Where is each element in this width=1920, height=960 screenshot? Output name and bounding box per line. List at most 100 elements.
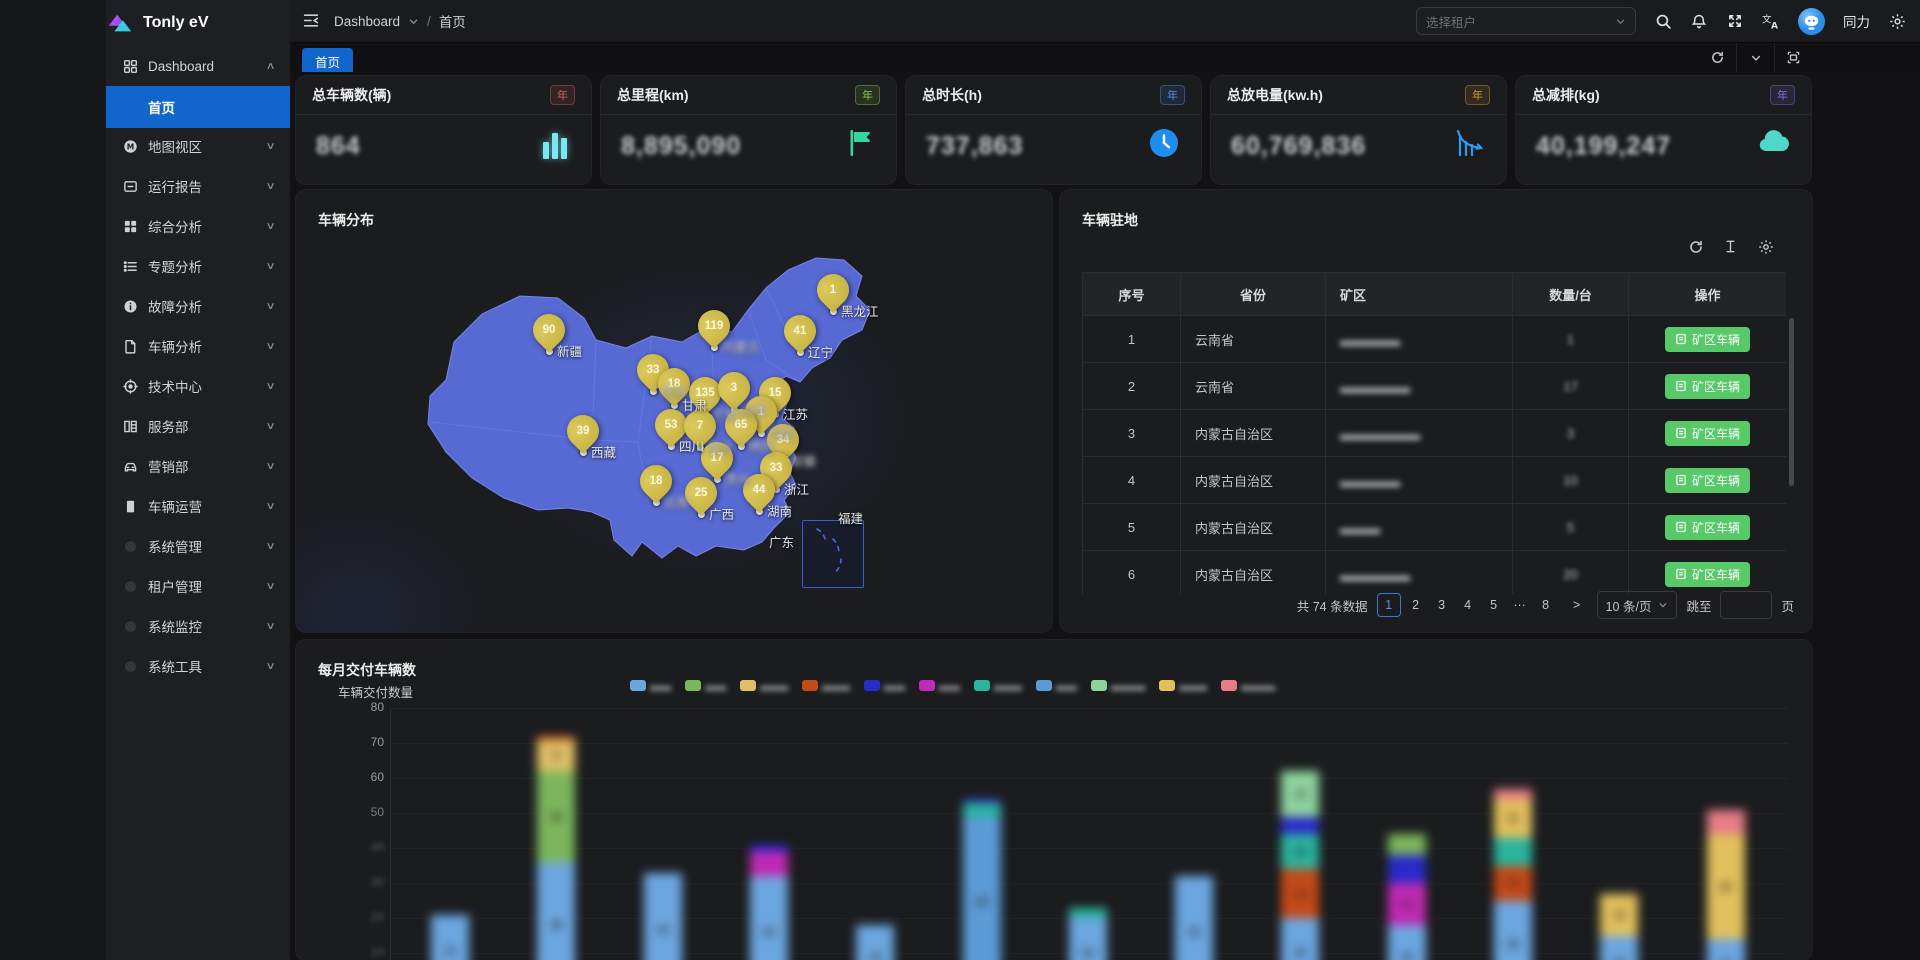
sidebar-item-3[interactable]: 运行报告 ∨ [106,166,290,206]
bar-segment: 18 [1387,925,1426,960]
legend-item-4[interactable]: ▃▃▃ [863,680,905,691]
tenant-select[interactable]: 选择租户 [1416,7,1636,35]
settings-gear-icon[interactable] [1757,238,1774,255]
sidebar-item-label: 车辆分析 [148,340,202,355]
stacked-bar-6[interactable]: 20 [1068,907,1107,960]
next-page-button[interactable]: > [1572,598,1581,612]
cell-mine: ▃▃▃▃▃▃▃▃ [1325,409,1513,457]
legend-item-8[interactable]: ▃▃▃▃▃ [1090,680,1145,691]
stacked-bar-12[interactable]: 1430 [1706,809,1745,960]
legend-item-1[interactable]: ▃▃▃ [685,680,726,691]
table-scrollbar[interactable] [1789,318,1794,486]
kpi-period-badge[interactable]: 年 [1160,85,1185,105]
stacked-bar-11[interactable]: 1512 [1600,893,1639,960]
tech-icon [122,378,138,394]
username[interactable]: 同力 [1843,15,1870,30]
y-tick-label: 80 [370,700,384,714]
bar-segment [749,851,788,876]
stacked-bar-2[interactable]: 33 [643,872,682,960]
kpi-period-badge[interactable]: 年 [855,85,880,105]
legend-item-10[interactable]: ▃▃▃▃▃ [1220,680,1275,691]
legend-item-7[interactable]: ▃▃▃ [1035,680,1077,691]
bar-segment: 25 [1494,900,1532,960]
jump-page-input[interactable] [1720,591,1773,619]
maximize-frame-icon[interactable] [1774,43,1812,72]
fullscreen-expand-icon[interactable] [1726,12,1744,30]
stacked-bar-0[interactable]: 21 [431,914,469,960]
language-translate-icon[interactable]: 文 A [1762,12,1780,31]
breadcrumb-root[interactable]: Dashboard [334,13,401,29]
sidebar-item-10[interactable]: 营销部 ∨ [106,446,290,486]
legend-item-6[interactable]: ▃▃▃▃ [973,680,1022,691]
refresh-icon[interactable] [1687,238,1704,255]
sidebar-item-4[interactable]: 综合分析 ∨ [106,206,290,246]
user-avatar[interactable] [1798,7,1825,35]
legend-label: ▃▃▃▃ [993,680,1022,691]
page-button-8[interactable]: 8 [1542,598,1550,612]
sidebar-item-9[interactable]: 服务部 ∨ [106,406,290,446]
mine-vehicles-button[interactable]: 矿区车辆 [1664,561,1750,587]
y-tick-label: 50 [370,805,384,819]
sidebar-item-12[interactable]: 系统管理 ∨ [106,526,290,566]
chevron-down-icon: ∨ [265,220,276,232]
stacked-bar-4[interactable]: 18 [856,925,895,960]
sidebar-item-6[interactable]: 故障分析 ∨ [106,286,290,326]
stacked-bar-9[interactable]: 18 12 [1387,834,1426,960]
dim-icon [122,538,138,554]
sidebar-item-dashboard[interactable]: Dashboard ∧ [106,46,290,86]
kpi-period-badge[interactable]: 年 [550,85,575,105]
kpi-period-badge[interactable]: 年 [1770,85,1795,105]
sidebar-item-14[interactable]: 系统监控 ∨ [106,606,290,646]
chevron-down-icon[interactable] [1736,43,1774,72]
mine-vehicles-button[interactable]: 矿区车辆 [1664,420,1750,446]
sidebar-item-11[interactable]: 车辆运营 ∨ [106,486,290,526]
mine-vehicles-button[interactable]: 矿区车辆 [1664,514,1750,540]
mine-vehicles-button[interactable]: 矿区车辆 [1664,326,1750,352]
sidebar-item-8[interactable]: 技术中心 ∨ [106,366,290,406]
stacked-bar-10[interactable]: 25 10 11 [1494,788,1532,960]
text-size-icon[interactable] [1722,238,1739,255]
legend-item-9[interactable]: ▃▃▃▃ [1159,680,1207,691]
stacked-bar-7[interactable]: 32 [1175,876,1214,960]
dim-icon [122,618,138,634]
legend-item-2[interactable]: ▃▃▃▃ [740,680,788,691]
legend-label: ▃▃▃▃▃ [1110,680,1145,691]
sidebar-item-1[interactable]: 首页 [106,86,290,128]
stacked-bar-5[interactable]: 49 [962,799,1001,960]
mine-vehicles-button[interactable]: 矿区车辆 [1664,373,1750,399]
brand-logo-icon [106,10,134,36]
bar-segment: 21 [431,914,469,960]
page-button-5[interactable]: 5 [1490,598,1498,612]
stacked-bar-3[interactable]: 32 [749,844,788,960]
page-button-3[interactable]: 3 [1438,598,1446,612]
mine-vehicles-button[interactable]: 矿区车辆 [1664,467,1750,493]
sidebar-item-13[interactable]: 租户管理 ∨ [106,566,290,606]
page-button-4[interactable]: 4 [1464,598,1472,612]
legend-item-3[interactable]: ▃▃▃▃ [801,680,850,691]
dim-icon [122,658,138,674]
sidebar-item-7[interactable]: 车辆分析 ∨ [106,326,290,366]
province-label: 青海 [661,385,687,399]
bar-segment [1387,855,1426,883]
legend-swatch [1159,680,1176,691]
bar-segment: 12 [1387,883,1426,925]
stacked-bar-8[interactable]: 20 14 10 13 [1281,771,1320,960]
settings-gear-icon[interactable] [1888,12,1906,30]
page-button-2[interactable]: 2 [1412,598,1420,612]
page-button-1[interactable]: 1 [1376,593,1401,617]
refresh-icon[interactable] [1699,43,1736,72]
legend-item-0[interactable]: ▃▃▃ [630,680,671,691]
jump-label: 跳至 [1686,599,1712,614]
legend-item-5[interactable]: ▃▃▃ [918,680,960,691]
sidebar-item-5[interactable]: 专题分析 ∨ [106,246,290,286]
sidebar-item-15[interactable]: 系统工具 ∨ [106,646,290,686]
sidebar-item-2[interactable]: M 地图视区 ∨ [106,126,290,166]
tab-home[interactable]: 首页 [302,48,354,75]
search-icon[interactable] [1654,12,1672,30]
kpi-period-badge[interactable]: 年 [1465,85,1490,105]
province-label: 四川 [679,440,705,454]
sidebar-collapse-icon[interactable] [302,12,322,30]
stacked-bar-1[interactable]: 36 26 9 [537,736,576,960]
page-size-select[interactable]: 10 条/页 [1596,591,1678,619]
notification-bell-icon[interactable] [1690,12,1708,30]
